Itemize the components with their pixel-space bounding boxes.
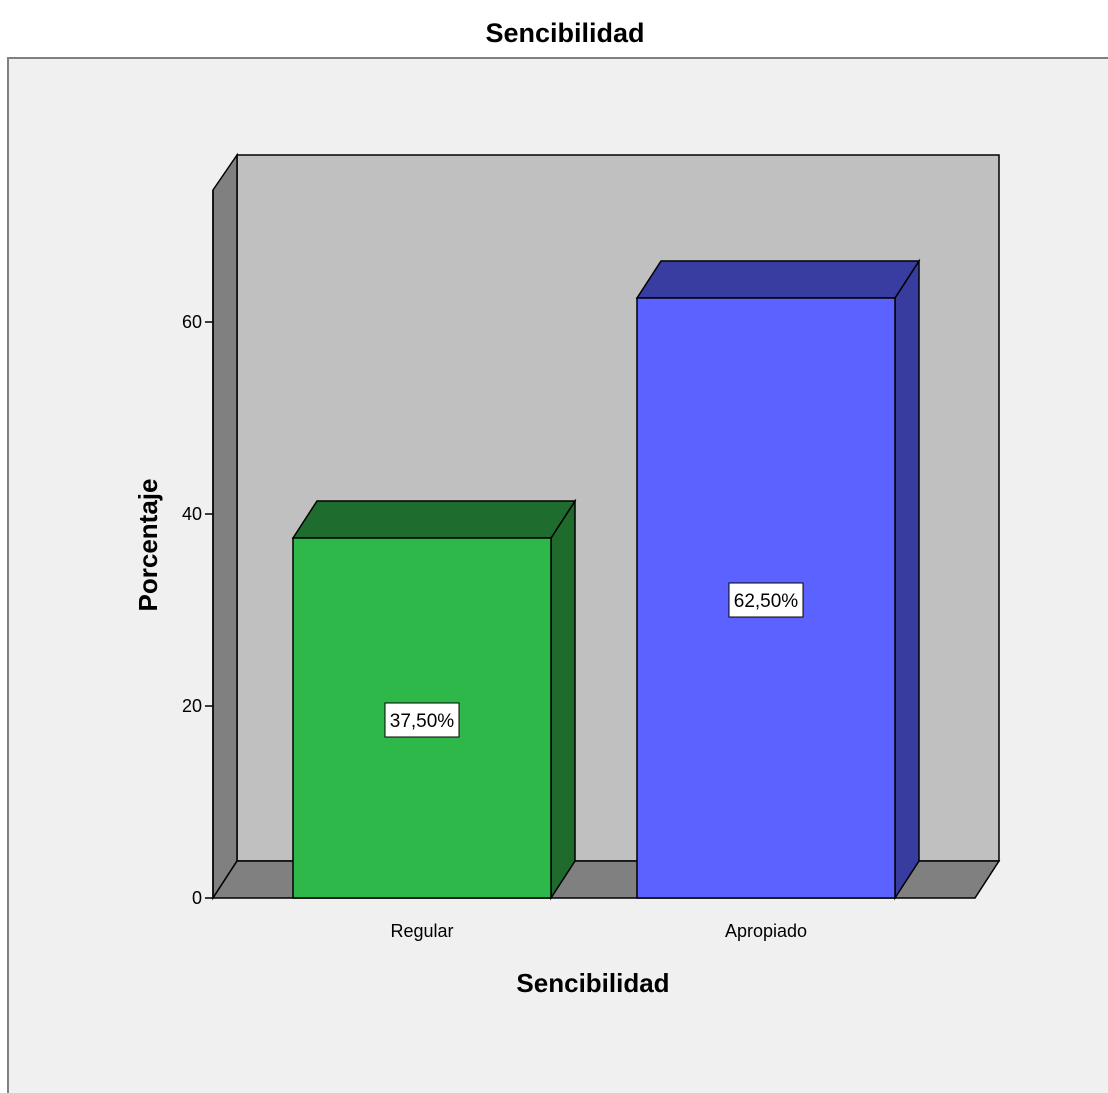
x-axis-title: Sencibilidad <box>516 968 669 998</box>
bar-regular-top <box>291 500 577 539</box>
bars: 37,50% Regular 62,50% Apropiado <box>291 258 921 941</box>
bar-apropiado: 62,50% Apropiado <box>635 258 921 941</box>
y-tick-label-1: 20 <box>182 696 202 716</box>
x-tick-label-regular: Regular <box>390 921 453 941</box>
bar-regular-side <box>550 498 576 901</box>
data-label-box-apropiado <box>728 582 804 618</box>
chart-title: Sencibilidad <box>485 18 644 48</box>
side-wall <box>212 152 238 901</box>
y-axis: 0 20 40 60 <box>182 312 213 908</box>
y-tick-2: 40 <box>182 504 213 524</box>
data-label-box-regular <box>384 702 460 738</box>
y-axis-title: Porcentaje <box>133 479 163 612</box>
data-label-apropiado: 62,50% <box>734 591 799 612</box>
y-tick-0: 0 <box>192 888 213 908</box>
bar-apropiado-side <box>894 258 920 901</box>
bar-regular: 37,50% Regular <box>291 498 577 941</box>
x-tick-label-apropiado: Apropiado <box>725 921 807 941</box>
y-tick-1: 20 <box>182 696 213 716</box>
y-tick-3: 60 <box>182 312 213 332</box>
y-tick-label-2: 40 <box>182 504 202 524</box>
bar-apropiado-top <box>635 260 921 299</box>
y-tick-label-3: 60 <box>182 312 202 332</box>
y-tick-label-0: 0 <box>192 888 202 908</box>
data-label-regular: 37,50% <box>390 711 455 732</box>
